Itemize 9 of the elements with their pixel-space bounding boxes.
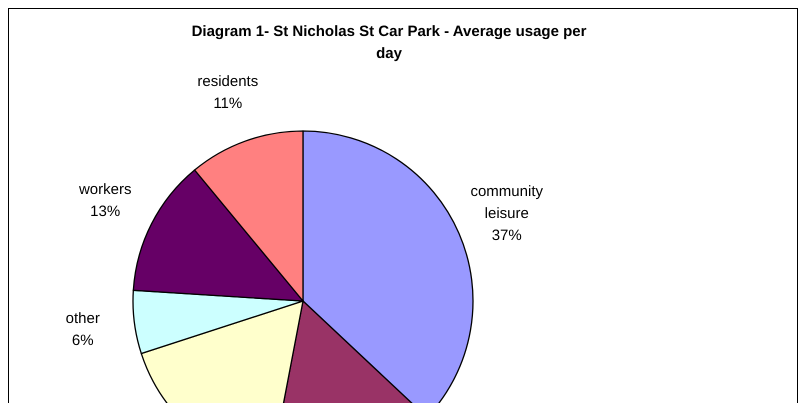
- slice-label: other: [66, 309, 100, 326]
- data-label: 11%: [213, 94, 242, 112]
- slice-label: residents: [197, 72, 258, 90]
- data-label: 37%: [492, 226, 522, 244]
- data-label: 13%: [90, 202, 120, 220]
- chart-title: Diagram 1- St Nicholas St Car Park - Average usage per day: [190, 22, 588, 64]
- slice-label: workers: [78, 180, 132, 198]
- slice-label: community leisure: [470, 182, 544, 222]
- data-label: 6%: [72, 331, 94, 348]
